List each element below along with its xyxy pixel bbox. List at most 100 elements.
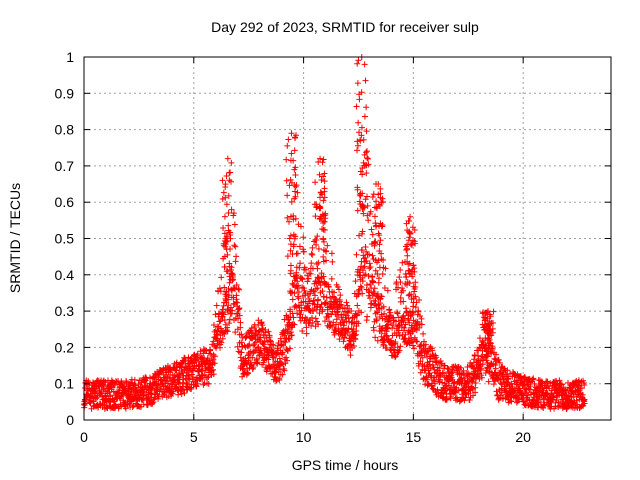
y-tick-label: 0.6 <box>55 194 75 210</box>
data-point <box>375 275 382 282</box>
data-point <box>291 321 298 328</box>
data-point <box>285 335 292 342</box>
data-point <box>168 381 175 388</box>
data-point <box>318 301 325 308</box>
data-point <box>294 285 301 292</box>
chart-title: Day 292 of 2023, SRMTID for receiver sul… <box>211 19 479 35</box>
data-point <box>210 351 217 358</box>
data-point <box>413 338 420 345</box>
data-point <box>526 386 533 393</box>
data-point <box>161 390 168 397</box>
data-point <box>358 284 365 291</box>
data-point <box>221 284 228 291</box>
data-point <box>223 172 230 179</box>
data-point <box>445 366 452 373</box>
data-point <box>309 244 316 251</box>
data-point <box>297 223 304 230</box>
data-point <box>357 137 364 144</box>
data-point <box>364 193 371 200</box>
data-point <box>245 357 252 364</box>
data-point <box>308 260 315 267</box>
y-tick-label: 0.1 <box>55 376 75 392</box>
data-point <box>356 96 363 103</box>
data-point <box>320 173 327 180</box>
data-point <box>313 201 320 208</box>
x-tick-label: 15 <box>406 429 422 445</box>
data-point <box>405 327 412 334</box>
data-point <box>323 299 330 306</box>
data-point <box>465 390 472 397</box>
data-point <box>221 316 228 323</box>
data-point <box>357 168 364 175</box>
data-point <box>412 240 419 247</box>
data-point <box>224 328 231 335</box>
data-point <box>235 315 242 322</box>
data-point <box>316 171 323 178</box>
data-point <box>362 244 369 251</box>
data-point <box>352 278 359 285</box>
data-point <box>392 339 399 346</box>
data-point <box>369 252 376 259</box>
data-point <box>485 328 492 335</box>
data-point <box>347 352 354 359</box>
data-point <box>320 293 327 300</box>
data-point <box>221 263 228 270</box>
data-point <box>485 340 492 347</box>
data-point <box>531 380 538 387</box>
data-point <box>232 258 239 265</box>
data-point <box>204 374 211 381</box>
data-point <box>359 290 366 297</box>
data-point <box>222 184 229 191</box>
data-point <box>176 374 183 381</box>
x-tick-label: 20 <box>515 429 531 445</box>
data-point <box>245 370 252 377</box>
data-point <box>183 379 190 386</box>
data-point <box>405 217 412 224</box>
data-point <box>418 321 425 328</box>
data-point <box>380 303 387 310</box>
data-point <box>406 319 413 326</box>
data-point <box>257 334 264 341</box>
data-point <box>313 318 320 325</box>
data-point <box>223 288 230 295</box>
data-point <box>361 151 368 158</box>
data-point <box>284 214 291 221</box>
data-point <box>315 296 322 303</box>
data-point <box>366 289 373 296</box>
data-point <box>220 311 227 318</box>
data-point <box>267 338 274 345</box>
data-point <box>131 393 138 400</box>
data-point <box>477 367 484 374</box>
data-point <box>410 309 417 316</box>
data-point <box>365 155 372 162</box>
data-point <box>296 243 303 250</box>
data-point <box>261 338 268 345</box>
data-point <box>409 308 416 315</box>
data-point <box>371 239 378 246</box>
data-point <box>303 324 310 331</box>
data-point <box>320 212 327 219</box>
data-point <box>481 317 488 324</box>
data-point <box>484 336 491 343</box>
data-point <box>185 372 192 379</box>
data-point <box>290 231 297 238</box>
data-point <box>257 347 264 354</box>
data-point <box>432 380 439 387</box>
data-point <box>290 314 297 321</box>
data-point <box>316 279 323 286</box>
data-point <box>495 356 502 363</box>
data-point <box>226 177 233 184</box>
data-point <box>328 275 335 282</box>
data-point <box>288 150 295 157</box>
data-point <box>310 308 317 315</box>
data-point <box>369 231 376 238</box>
data-point <box>98 390 105 397</box>
data-point <box>113 379 120 386</box>
data-point <box>314 233 321 240</box>
data-point <box>317 189 324 196</box>
data-point <box>363 148 370 155</box>
data-point <box>284 142 291 149</box>
data-point <box>303 330 310 337</box>
data-point <box>208 367 215 374</box>
data-point <box>334 283 341 290</box>
